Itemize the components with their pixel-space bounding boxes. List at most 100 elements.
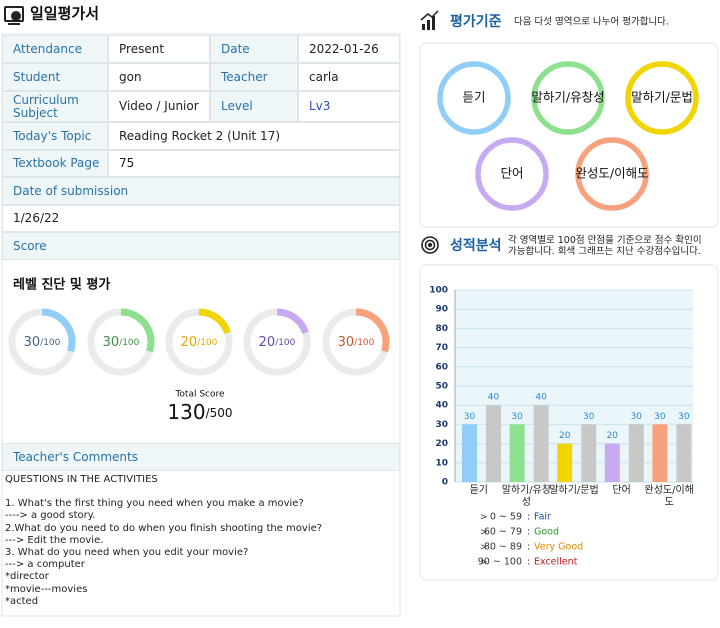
total-score: 130/500	[167, 400, 232, 424]
criteria-circle	[437, 61, 511, 135]
y-tick-label: 70	[435, 343, 448, 353]
title-icon	[4, 6, 24, 25]
section-header: Score	[2, 232, 400, 260]
legend-sep: :	[527, 512, 530, 523]
value-label: 30	[678, 412, 690, 422]
value-label: 40	[488, 393, 500, 403]
comment-line: ---> a computer	[5, 559, 85, 571]
table-label: Teacher	[210, 63, 298, 91]
comment-line: *movie---movies	[5, 583, 88, 595]
table-value: gon	[108, 63, 210, 91]
bar	[604, 443, 620, 482]
y-tick-label: 50	[435, 382, 448, 392]
table-label: Date	[210, 35, 298, 63]
x-tick-label: 말하기/문법	[549, 485, 599, 496]
total-max: /500	[206, 406, 233, 420]
analysis-title: 성적분석	[450, 237, 502, 254]
grade-range: 0 ~ 59	[490, 512, 522, 523]
x-tick-label: 완성도/이해도	[644, 485, 694, 508]
legend-sep: :	[527, 542, 530, 553]
legend-bullet: >	[480, 543, 488, 553]
criteria-label: 말하기/문법	[631, 90, 693, 105]
comment-line: 1. What's the first thing you need when …	[5, 498, 304, 510]
page-title: 일일평가서	[30, 5, 99, 23]
value-label: 30	[654, 412, 666, 422]
comment-line: 2.What do you need to do when you finish…	[5, 522, 323, 534]
comment-line: 3. What do you need when you edit your m…	[5, 547, 249, 559]
ring-arc	[243, 308, 311, 376]
ring-value: 30	[103, 335, 120, 350]
criteria-title: 평가기준	[450, 13, 502, 30]
y-tick-label: 90	[435, 305, 448, 315]
value-label: 40	[535, 393, 547, 403]
left-panel	[1, 33, 401, 617]
x-tick-label: 단어	[612, 485, 631, 496]
table-label: Textbook Page	[2, 150, 108, 177]
y-tick-label: 60	[435, 362, 448, 372]
grade-range: 60 ~ 79	[484, 527, 522, 538]
y-tick-label: 40	[435, 401, 448, 411]
legend-bullet: >	[480, 528, 488, 538]
table-label: Student	[2, 63, 108, 91]
value-label: 30	[631, 412, 643, 422]
table-label: Today's Topic	[2, 122, 108, 150]
y-tick-label: 20	[435, 439, 448, 449]
bar	[628, 424, 644, 482]
legend-bullet: >	[480, 513, 488, 523]
ring-max: /100	[119, 338, 139, 348]
comment-line: *director	[5, 571, 49, 583]
value-label: 30	[511, 412, 523, 422]
x-tick-label: 듣기	[469, 485, 488, 496]
grade-label: Fair	[534, 512, 551, 523]
ring-label: 20/100	[259, 335, 296, 350]
ring-arc	[87, 308, 155, 376]
criteria-circle	[531, 61, 605, 135]
legend-sep: :	[527, 557, 530, 568]
grade-label: Very Good	[534, 542, 583, 553]
ring-max: /100	[275, 338, 295, 348]
y-tick-label: 0	[442, 478, 448, 488]
comment-line: *acted	[5, 595, 39, 607]
ring-value: 30	[338, 335, 355, 350]
comment-line: QUESTIONS IN THE ACTIVITIES	[5, 474, 158, 485]
grade-range: 90 ~ 100	[478, 557, 522, 568]
value-label: 20	[559, 431, 571, 441]
criteria-label: 완성도/이해도	[575, 166, 648, 181]
y-tick-label: 10	[435, 458, 448, 468]
table-value: Video / Junior	[108, 91, 210, 122]
table-value: Reading Rocket 2 (Unit 17)	[108, 122, 400, 150]
table-label: Curriculum Subject	[2, 91, 108, 122]
ring-label: 30/100	[24, 335, 61, 350]
ring-value: 20	[259, 335, 276, 350]
criteria-note: 다음 다섯 영역으로 나누어 평가합니다.	[514, 17, 669, 28]
table-value: carla	[298, 63, 400, 91]
y-tick-label: 30	[435, 420, 448, 430]
total-value: 130	[167, 400, 205, 424]
table-value: Present	[108, 35, 210, 63]
table-value: 75	[108, 150, 400, 177]
criteria-label: 듣기	[462, 90, 485, 105]
comment-line: ---> Edit the movie.	[5, 534, 104, 546]
criteria-icon	[420, 10, 439, 30]
bar	[581, 424, 597, 482]
ring-max: /100	[40, 338, 60, 348]
criteria-circle	[625, 61, 699, 135]
ring-arc	[8, 308, 76, 376]
criteria-label: 단어	[500, 166, 523, 181]
bar	[652, 424, 668, 482]
table-label: Level	[210, 91, 298, 122]
table-label: Attendance	[2, 35, 108, 63]
bar	[486, 405, 501, 482]
value-label: 30	[583, 412, 595, 422]
y-tick-label: 100	[429, 286, 448, 296]
criteria-label: 말하기/유창성	[531, 90, 604, 105]
ring-label: 20/100	[181, 335, 218, 350]
ring-label: 30/100	[103, 335, 140, 350]
grade-range: 80 ~ 89	[484, 542, 522, 553]
legend-sep: :	[527, 527, 530, 538]
bar	[557, 443, 573, 482]
criteria-circle	[475, 137, 549, 211]
bar	[509, 424, 525, 482]
